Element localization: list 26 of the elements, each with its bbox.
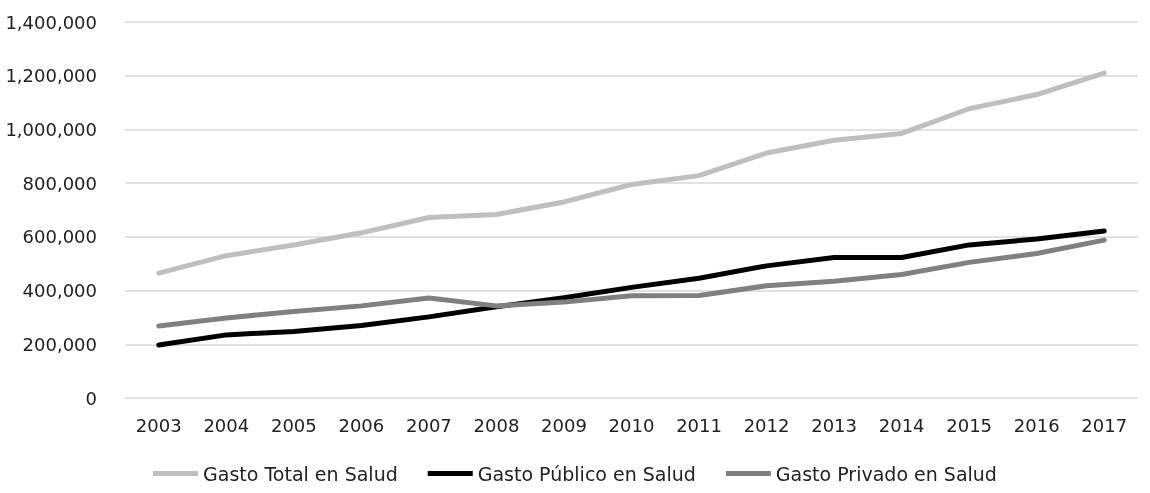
x-tick-label: 2009 [541,414,587,436]
x-tick-label: 2017 [1081,414,1128,436]
y-tick-label: 600,000 [22,226,97,248]
x-tick-label: 2013 [811,414,858,436]
x-tick-label: 2010 [608,414,655,436]
legend-label: Gasto Privado en Salud [775,462,997,485]
legend-label: Gasto Total en Salud [203,462,398,485]
y-tick-label: 1,400,000 [5,11,97,33]
x-tick-label: 2014 [878,414,925,436]
y-tick-label: 800,000 [22,172,97,194]
legend-label: Gasto Público en Salud [477,462,696,485]
y-tick-label: 200,000 [22,333,97,355]
x-tick-label: 2008 [473,414,520,436]
x-tick-label: 2007 [405,414,452,436]
x-tick-label: 2015 [946,414,993,436]
x-tick-label: 2012 [743,414,790,436]
x-tick-label: 2006 [338,414,385,436]
x-tick-label: 2011 [676,414,722,436]
y-tick-label: 0 [85,387,97,409]
x-tick-label: 2005 [270,414,317,436]
y-tick-label: 400,000 [22,280,97,302]
x-tick-label: 2016 [1013,414,1060,436]
y-tick-label: 1,200,000 [5,65,97,87]
y-tick-label: 1,000,000 [5,118,97,140]
x-tick-label: 2004 [203,414,250,436]
x-tick-label: 2003 [135,414,182,436]
